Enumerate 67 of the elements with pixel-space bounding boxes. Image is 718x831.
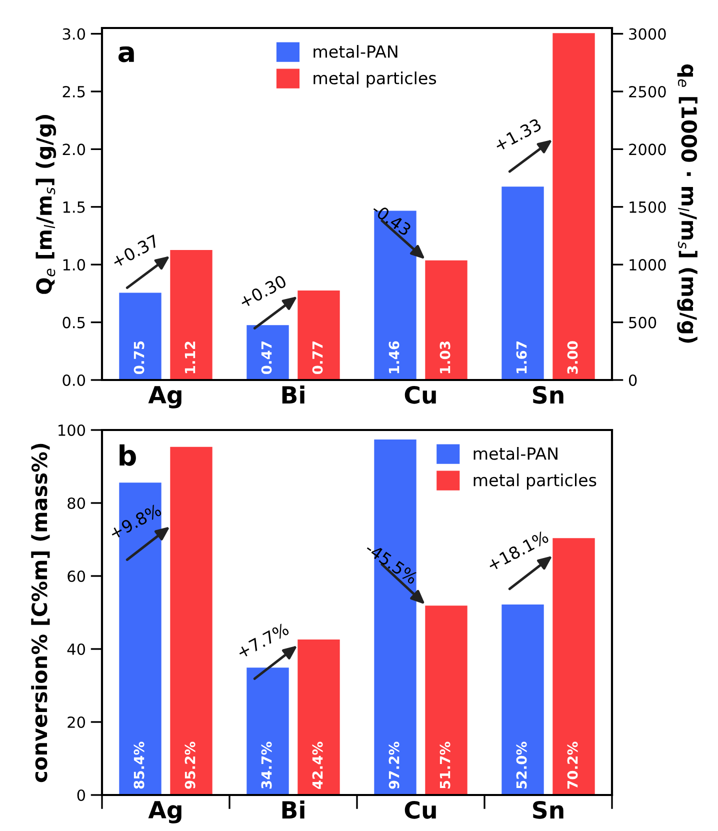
x-tick-label: Cu xyxy=(404,386,436,404)
y-tick-label: 0.0 xyxy=(62,374,86,386)
bar xyxy=(425,606,468,795)
y-axis-title: conversion% [C%m] (mass%) xyxy=(31,444,50,782)
y-tick-label: 1.5 xyxy=(63,202,85,213)
x-tick-label: Ag xyxy=(148,386,182,408)
bar xyxy=(170,250,212,380)
legend-label: metal particles xyxy=(474,474,596,490)
bar xyxy=(552,538,595,795)
bar xyxy=(170,446,212,795)
data-label: 1.67 xyxy=(516,342,527,374)
chart-title: b xyxy=(120,444,136,466)
bar xyxy=(298,290,340,380)
data-label: 0.47 xyxy=(261,342,272,374)
y2-axis-title: q$_{e}$ [1000 · m$_{l}$/m$_{s}$] (mg/g) xyxy=(677,64,698,343)
y2-tick-label: 2500 xyxy=(629,86,666,98)
y-tick-label: 100 xyxy=(58,424,86,436)
y-tick-label: 2.5 xyxy=(62,86,85,98)
legend-label: metal-PAN xyxy=(314,45,398,58)
legend-label: metal-PAN xyxy=(474,447,558,460)
y-tick-label: 2.0 xyxy=(62,144,86,156)
bar xyxy=(552,33,595,380)
annotation: -0.43 xyxy=(371,202,412,236)
data-label: 70.2% xyxy=(567,742,578,789)
y2-tick-label: 3000 xyxy=(629,28,666,40)
y-tick-label: 0 xyxy=(77,789,86,802)
x-tick-label: Ag xyxy=(148,801,182,824)
x-tick-label: Sn xyxy=(533,386,564,404)
bar xyxy=(119,292,162,380)
y2-tick-label: 2000 xyxy=(629,144,666,156)
x-tick-label: Cu xyxy=(404,800,436,819)
y-axis-title: Q$_{e}$ [m$_{l}$/m$_{s}$] (g/g) xyxy=(36,115,56,294)
bar xyxy=(502,186,544,380)
data-label: 1.46 xyxy=(388,341,400,374)
data-label: 0.75 xyxy=(134,341,144,374)
bar xyxy=(502,604,544,795)
y-tick-label: 3.0 xyxy=(62,28,86,40)
x-tick-label: Bi xyxy=(282,386,304,404)
data-label: 97.2% xyxy=(388,742,400,789)
data-label: 95.2% xyxy=(184,742,196,789)
data-label: 42.4% xyxy=(312,742,323,789)
bar xyxy=(246,325,289,380)
chart-title: a xyxy=(118,46,134,62)
y2-tick-label: 0 xyxy=(628,374,637,386)
y-tick-label: 0.5 xyxy=(62,316,85,328)
data-label: 52.0% xyxy=(516,742,527,788)
data-label: 34.7% xyxy=(261,742,272,789)
y-tick-label: 20 xyxy=(68,716,86,728)
data-label: 1.03 xyxy=(440,342,450,374)
x-tick-label: Sn xyxy=(533,800,564,819)
y2-tick-label: 500 xyxy=(629,316,656,328)
data-label: 1.12 xyxy=(184,342,196,374)
bar xyxy=(246,668,289,795)
data-label: 0.77 xyxy=(312,342,323,374)
bar xyxy=(298,640,340,795)
y2-tick-label: 1000 xyxy=(630,259,666,271)
y-tick-label: 60 xyxy=(68,570,86,582)
legend-label: metal particles xyxy=(314,72,436,88)
y-tick-label: 80 xyxy=(68,497,86,510)
x-tick-label: Bi xyxy=(282,800,304,818)
data-label: 51.7% xyxy=(440,742,450,788)
y-tick-label: 40 xyxy=(67,643,86,656)
data-label: 3.00 xyxy=(567,341,578,374)
bar xyxy=(425,260,468,380)
data-label: 85.4% xyxy=(134,742,144,789)
y2-tick-label: 1500 xyxy=(630,201,666,213)
y-tick-label: 1.0 xyxy=(63,259,86,271)
